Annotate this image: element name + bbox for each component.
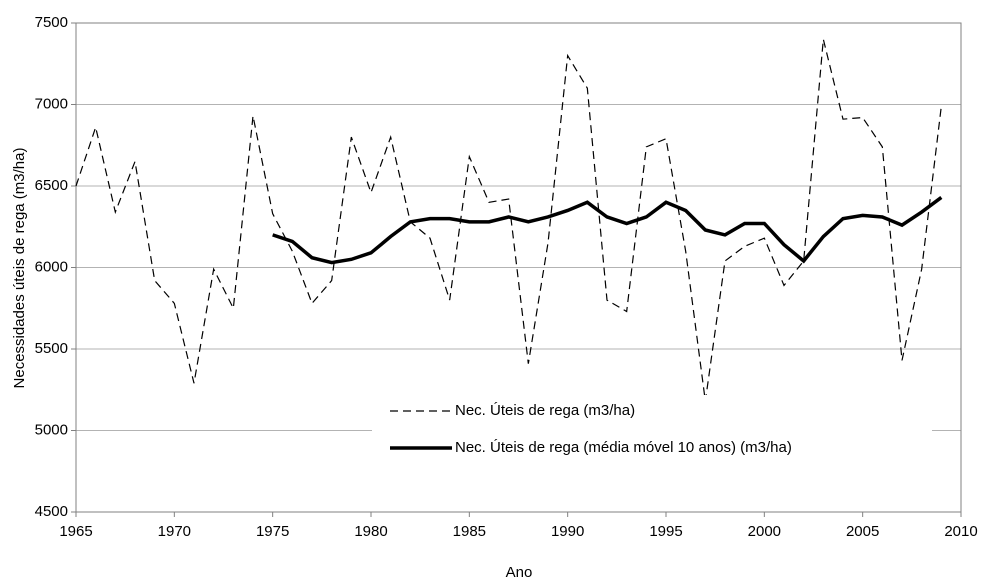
y-tick-label: 5500 xyxy=(35,340,68,357)
x-tick-label: 1995 xyxy=(649,523,682,540)
y-tick-label: 4500 xyxy=(35,503,68,520)
y-axis-title: Necessidades úteis de rega (m3/ha) xyxy=(11,148,28,389)
x-axis-title: Ano xyxy=(506,564,533,581)
x-tick-label: 1980 xyxy=(354,523,387,540)
y-tick-label: 6000 xyxy=(35,258,68,275)
series-line xyxy=(75,39,942,402)
y-tick-label: 5000 xyxy=(35,421,68,438)
x-tick-label: 1965 xyxy=(59,523,92,540)
y-tick-label: 7000 xyxy=(35,95,68,112)
y-tick-label: 6500 xyxy=(35,177,68,194)
legend-label: Nec. Úteis de rega (média móvel 10 anos)… xyxy=(455,439,792,456)
plot-border xyxy=(75,22,962,513)
x-tick-label: 2010 xyxy=(944,523,977,540)
legend-label: Nec. Úteis de rega (m3/ha) xyxy=(455,402,635,419)
x-tick-label: 2000 xyxy=(748,523,781,540)
x-tick-label: 2005 xyxy=(846,523,879,540)
x-tick-label: 1985 xyxy=(453,523,486,540)
series-line xyxy=(272,196,943,265)
y-tick-label: 7500 xyxy=(35,14,68,31)
legend-box xyxy=(372,395,932,463)
x-tick-label: 1975 xyxy=(256,523,289,540)
x-tick-label: 1990 xyxy=(551,523,584,540)
x-tick-label: 1970 xyxy=(158,523,191,540)
